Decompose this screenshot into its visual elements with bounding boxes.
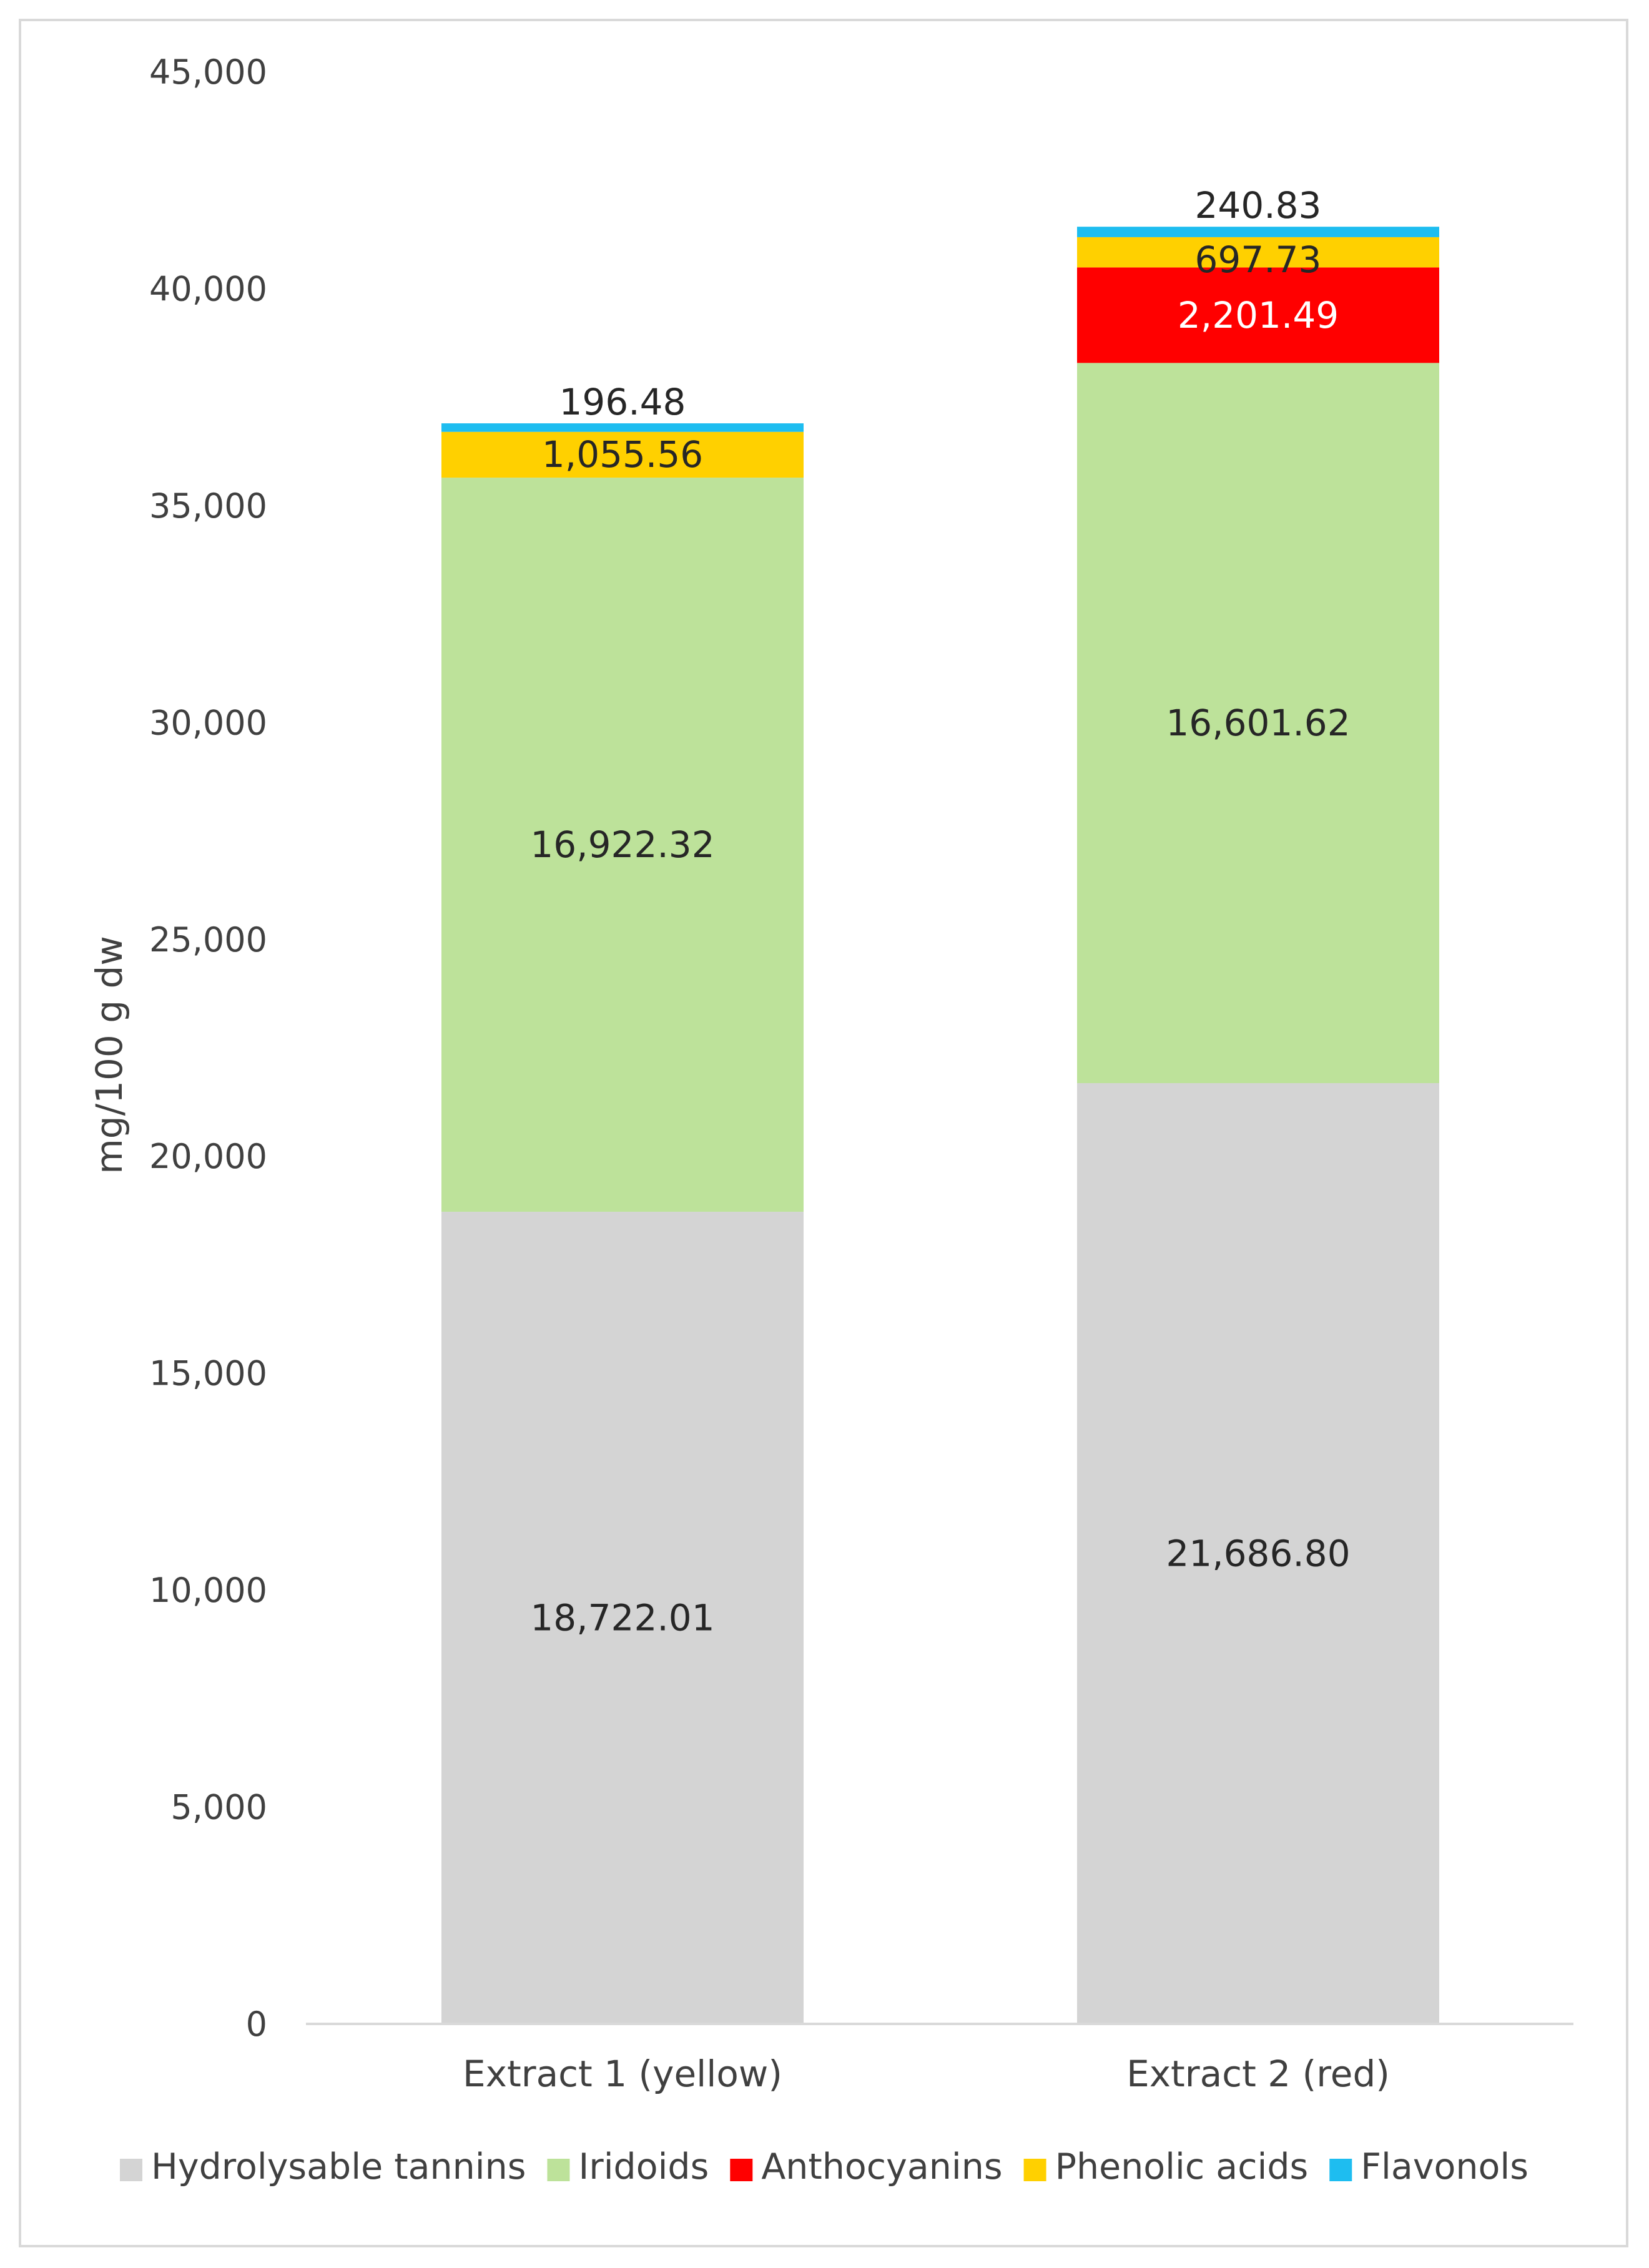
legend-swatch xyxy=(730,2159,753,2181)
y-tick-label: 45,000 xyxy=(149,52,267,92)
data-label: 1,055.56 xyxy=(542,433,703,476)
y-tick-label: 0 xyxy=(246,2005,267,2044)
legend-label: Iridoids xyxy=(578,2146,709,2187)
bar-segment xyxy=(1077,227,1439,237)
x-category-label: Extract 1 (yellow) xyxy=(463,2053,782,2095)
y-tick-label: 15,000 xyxy=(149,1354,267,1393)
y-tick-label: 30,000 xyxy=(149,703,267,742)
y-tick-label: 20,000 xyxy=(149,1137,267,1176)
bar-stacks xyxy=(441,227,1439,2024)
data-labels: 18,722.01 16,922.32 1,055.56 196.48 21,686.8… xyxy=(530,184,1350,1639)
data-label: 16,922.32 xyxy=(530,823,714,866)
data-label: 240.83 xyxy=(1195,184,1322,227)
legend-label: Hydrolysable tannins xyxy=(151,2146,526,2187)
bar-segment xyxy=(1077,267,1439,363)
bar-segment xyxy=(441,431,804,478)
y-tick-label: 40,000 xyxy=(149,269,267,308)
y-tick-label: 35,000 xyxy=(149,486,267,526)
legend: Hydrolysable tannins Iridoids Anthocyanins… xyxy=(120,2146,1528,2187)
x-axis-categories: Extract 1 (yellow) Extract 2 (red) xyxy=(463,2053,1390,2095)
bar-segment xyxy=(1077,237,1439,268)
bar-segment xyxy=(441,1212,804,2024)
legend-swatch xyxy=(120,2159,143,2181)
x-category-label: Extract 2 (red) xyxy=(1126,2053,1390,2095)
legend-swatch xyxy=(547,2159,570,2181)
legend-label: Flavonols xyxy=(1361,2146,1528,2187)
bar-segment xyxy=(441,423,804,432)
y-tick-label: 5,000 xyxy=(170,1788,267,1827)
bar-segment xyxy=(1077,1083,1439,2024)
legend-label: Phenolic acids xyxy=(1055,2146,1309,2187)
data-label: 2,201.49 xyxy=(1178,294,1339,336)
bar-segment xyxy=(1077,363,1439,1084)
data-label: 16,601.62 xyxy=(1166,702,1350,744)
data-label: 697.73 xyxy=(1195,238,1322,281)
y-axis-label: mg/100 g dw xyxy=(88,936,130,1174)
y-tick-label: 10,000 xyxy=(149,1571,267,1610)
legend-label: Anthocyanins xyxy=(761,2146,1002,2187)
bar-segment xyxy=(441,478,804,1212)
legend-swatch xyxy=(1329,2159,1352,2181)
legend-swatch xyxy=(1023,2159,1046,2181)
data-label: 21,686.80 xyxy=(1166,1533,1350,1575)
data-label: 196.48 xyxy=(559,381,686,423)
data-label: 18,722.01 xyxy=(530,1597,714,1639)
y-tick-label: 25,000 xyxy=(149,920,267,960)
y-axis-ticks: 0 5,000 10,000 15,000 20,000 25,000 30,000 35,0… xyxy=(149,52,267,2044)
